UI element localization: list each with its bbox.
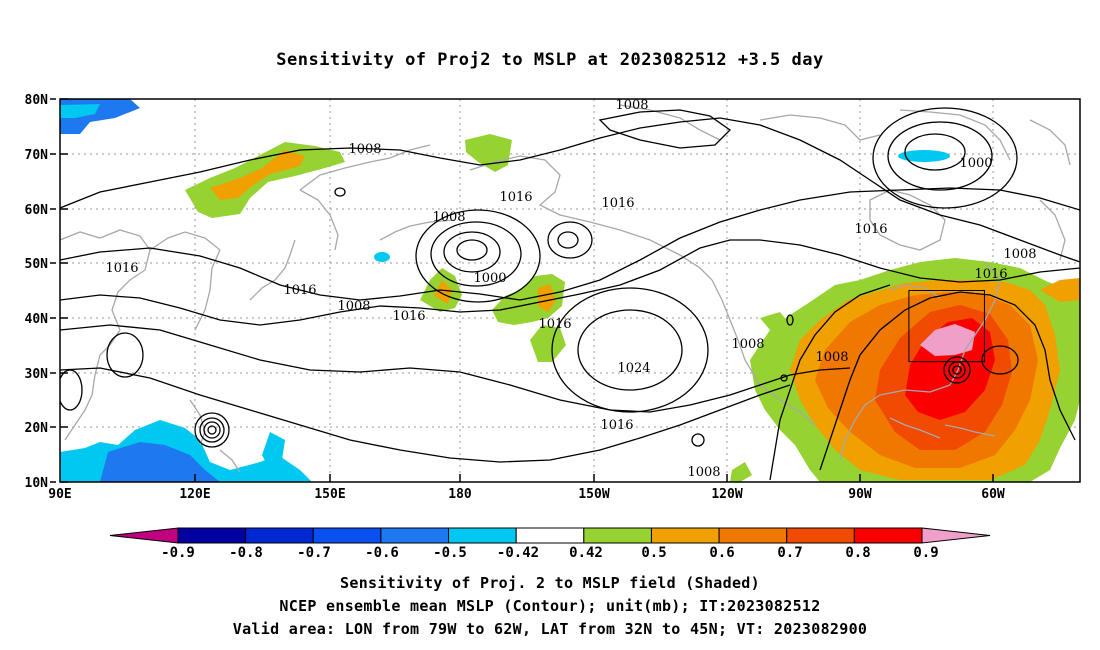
lat-label: 80N xyxy=(25,93,49,108)
contour-label: 1000 xyxy=(473,271,506,286)
colorbar-swatch xyxy=(583,527,652,544)
contour-label: 1008 xyxy=(615,98,648,113)
lat-label: 10N xyxy=(25,476,49,491)
colorbar-label: -0.5 xyxy=(433,545,467,561)
contour-label: 1016 xyxy=(392,309,425,324)
contour-labels: 1008 1008 1016 1016 1008 1000 1016 1008 … xyxy=(105,98,1036,480)
contour-label: 1016 xyxy=(499,190,532,205)
colorbar-label: 0.7 xyxy=(777,545,802,561)
colorbar-label: 0.8 xyxy=(845,545,870,561)
mslp-contours xyxy=(60,107,1080,481)
contour-label: 1016 xyxy=(283,283,316,298)
colorbar-label: -0.42 xyxy=(497,545,539,561)
contour-label: 1016 xyxy=(538,317,571,332)
lat-label: 30N xyxy=(25,367,49,382)
contour-label: 1016 xyxy=(974,267,1007,282)
lon-label: 120W xyxy=(711,487,742,502)
colorbar-swatch xyxy=(515,527,585,544)
caption-line-1: Sensitivity of Proj. 2 to MSLP field (Sh… xyxy=(340,574,760,592)
colorbar-swatch xyxy=(109,527,179,544)
lat-label: 20N xyxy=(25,421,49,436)
colorbar xyxy=(109,527,991,544)
chart-title: Sensitivity of Proj2 to MSLP at 20230825… xyxy=(276,50,824,70)
contour-label: 1008 xyxy=(337,299,370,314)
contour-label: 1016 xyxy=(601,196,634,211)
contour-label: 1008 xyxy=(731,337,764,352)
lat-label: 60N xyxy=(25,203,49,218)
colorbar-swatch xyxy=(786,527,855,544)
colorbar-swatch xyxy=(718,527,788,544)
colorbar-label: 0.6 xyxy=(709,545,734,561)
lon-label: 180 xyxy=(448,487,472,502)
contour-label: 1016 xyxy=(854,222,887,237)
colorbar-swatch xyxy=(650,527,720,544)
lat-tick-dashes xyxy=(50,98,56,483)
contour-label: 1008 xyxy=(432,210,465,225)
lat-label: 50N xyxy=(25,257,49,272)
valid-area-box xyxy=(908,290,985,363)
contour-label: 1008 xyxy=(815,350,848,365)
lat-label: 70N xyxy=(25,148,49,163)
colorbar-label: -0.8 xyxy=(229,545,263,561)
axis-ticks xyxy=(60,98,994,483)
colorbar-swatch xyxy=(853,527,923,544)
lon-label: 90E xyxy=(48,487,71,502)
colorbar-swatch xyxy=(245,527,314,544)
colorbar-swatch xyxy=(921,527,991,544)
colorbar-swatch xyxy=(312,527,382,544)
contour-label: 1024 xyxy=(617,361,650,376)
colorbar-swatch xyxy=(177,527,247,544)
lon-label: 90W xyxy=(848,487,872,502)
lat-labels: 80N 70N 60N 50N 40N 30N 20N 10N xyxy=(25,93,49,491)
lon-label: 150W xyxy=(578,487,609,502)
colorbar-labels: -0.9 -0.8 -0.7 -0.6 -0.5 -0.42 0.42 0.5 … xyxy=(161,545,939,561)
contour-label: 1016 xyxy=(600,418,633,433)
contour-label: 1008 xyxy=(1003,247,1036,262)
lon-label: 60W xyxy=(981,487,1005,502)
lon-labels: 90E 120E 150E 180 150W 120W 90W 60W xyxy=(48,487,1005,502)
contour-label: 1008 xyxy=(687,465,720,480)
colorbar-swatch xyxy=(448,527,517,544)
colorbar-label: -0.7 xyxy=(297,545,331,561)
coastlines xyxy=(60,104,1071,473)
caption-line-2: NCEP ensemble mean MSLP (Contour); unit(… xyxy=(279,597,821,615)
contour-label: 1000 xyxy=(959,156,992,171)
colorbar-label: -0.9 xyxy=(161,545,195,561)
caption-line-3: Valid area: LON from 79W to 62W, LAT fro… xyxy=(232,620,868,638)
colorbar-label: 0.5 xyxy=(641,545,666,561)
lon-label: 150E xyxy=(314,487,345,502)
contour-label: 1008 xyxy=(348,142,381,157)
colorbar-label: 0.42 xyxy=(569,545,603,561)
colorbar-swatch xyxy=(380,527,450,544)
lon-label: 120E xyxy=(179,487,210,502)
colorbar-label: 0.9 xyxy=(913,545,938,561)
colorbar-label: -0.6 xyxy=(365,545,399,561)
lat-label: 40N xyxy=(25,312,49,327)
contour-label: 1016 xyxy=(105,261,138,276)
map-frame xyxy=(59,98,1081,483)
